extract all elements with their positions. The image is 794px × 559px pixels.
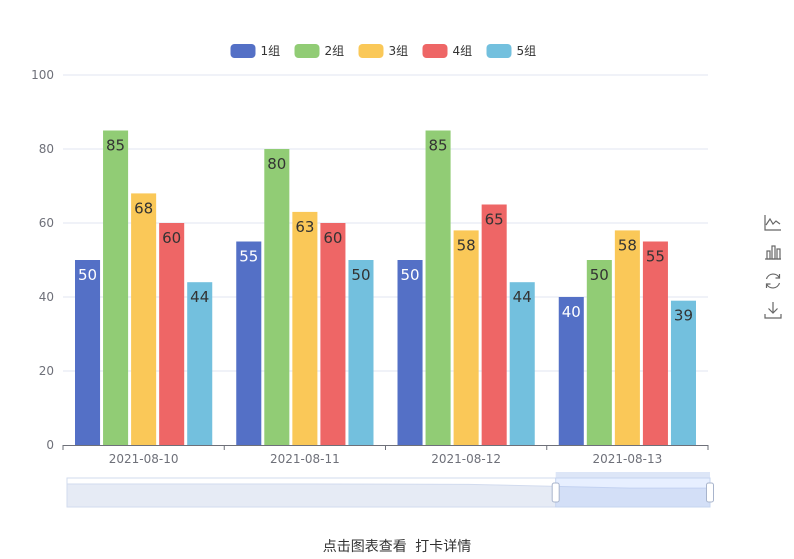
data-label: 50 [351,266,370,284]
datazoom-move-handle[interactable] [555,472,710,478]
bar[interactable] [642,241,668,446]
data-label: 50 [78,266,97,284]
line-chart-icon[interactable] [762,212,784,234]
x-tick-label: 2021-08-11 [270,452,340,466]
download-icon[interactable] [762,299,784,321]
bar[interactable] [236,241,262,446]
datazoom-handle[interactable] [706,482,714,503]
toolbox[interactable] [762,212,784,328]
legend-swatch[interactable] [230,44,256,58]
bar[interactable] [131,193,157,445]
bar[interactable] [397,260,423,445]
data-label: 68 [134,199,153,217]
datazoom-selection[interactable] [555,477,711,508]
data-label: 39 [674,307,693,325]
data-label: 80 [267,155,286,173]
legend-swatch[interactable] [294,44,320,58]
bar[interactable] [481,204,507,446]
data-labels: 50 85 68 60 44 55 80 63 60 50 50 85 58 65 44 40 50 58 55 39 [78,137,693,325]
legend-label[interactable]: 5组 [517,44,537,58]
x-axis: 2021-08-10 2021-08-11 2021-08-12 2021-08-13 [62,445,709,466]
bars [75,130,696,446]
bar[interactable] [292,211,318,445]
bar[interactable] [586,260,612,445]
y-tick-label: 60 [39,216,54,230]
x-tick-label: 2021-08-10 [109,452,179,466]
data-label: 85 [106,137,125,155]
data-label: 40 [562,303,581,321]
legend-swatch[interactable] [422,44,448,58]
legend-swatch[interactable] [358,44,384,58]
bar[interactable] [264,149,290,445]
x-tick-label: 2021-08-12 [431,452,501,466]
y-tick-label: 100 [31,68,54,82]
bar[interactable] [453,230,479,445]
data-label: 50 [400,266,419,284]
bar[interactable] [670,300,696,445]
y-tick-label: 80 [39,142,54,156]
y-tick-label: 20 [39,364,54,378]
bar[interactable] [614,230,640,445]
legend-label[interactable]: 2组 [325,44,345,58]
data-label: 60 [162,229,181,247]
bar[interactable] [320,223,346,445]
data-label: 55 [239,248,258,266]
datazoom-slider[interactable] [66,472,714,508]
data-label: 85 [429,137,448,155]
y-tick-label: 0 [46,438,54,452]
data-label: 60 [323,229,342,247]
caption-text-1: 点击图表查看 [322,539,407,555]
bar[interactable] [159,223,185,445]
data-label: 44 [190,288,209,306]
bar-chart-icon[interactable] [762,241,784,263]
bar[interactable] [75,260,101,445]
data-label: 63 [295,218,314,236]
data-label: 58 [618,236,637,254]
data-label: 58 [457,236,476,254]
bar[interactable] [558,297,584,445]
bar[interactable] [509,282,535,445]
legend-swatch[interactable] [486,44,512,58]
legend-label[interactable]: 1组 [261,44,281,58]
data-label: 44 [513,288,532,306]
data-label: 55 [646,248,665,266]
datazoom-handle[interactable] [551,482,560,503]
y-tick-label: 40 [39,290,54,304]
x-tick-label: 2021-08-13 [593,452,663,466]
bar[interactable] [425,130,451,446]
caption: 点击图表查看 打卡详情 [0,536,794,556]
bar[interactable] [348,260,374,445]
y-axis: 0 20 40 60 80 100 [31,68,54,452]
legend-label[interactable]: 4组 [453,44,473,58]
bar[interactable] [187,282,213,445]
caption-text-2[interactable]: 打卡详情 [415,539,472,555]
bar[interactable] [103,130,129,446]
data-label: 65 [485,211,504,229]
legend[interactable]: 1组 2组 3组 4组 5组 [230,44,537,58]
restore-icon[interactable] [762,270,784,292]
data-label: 50 [590,266,609,284]
legend-label[interactable]: 3组 [389,44,409,58]
